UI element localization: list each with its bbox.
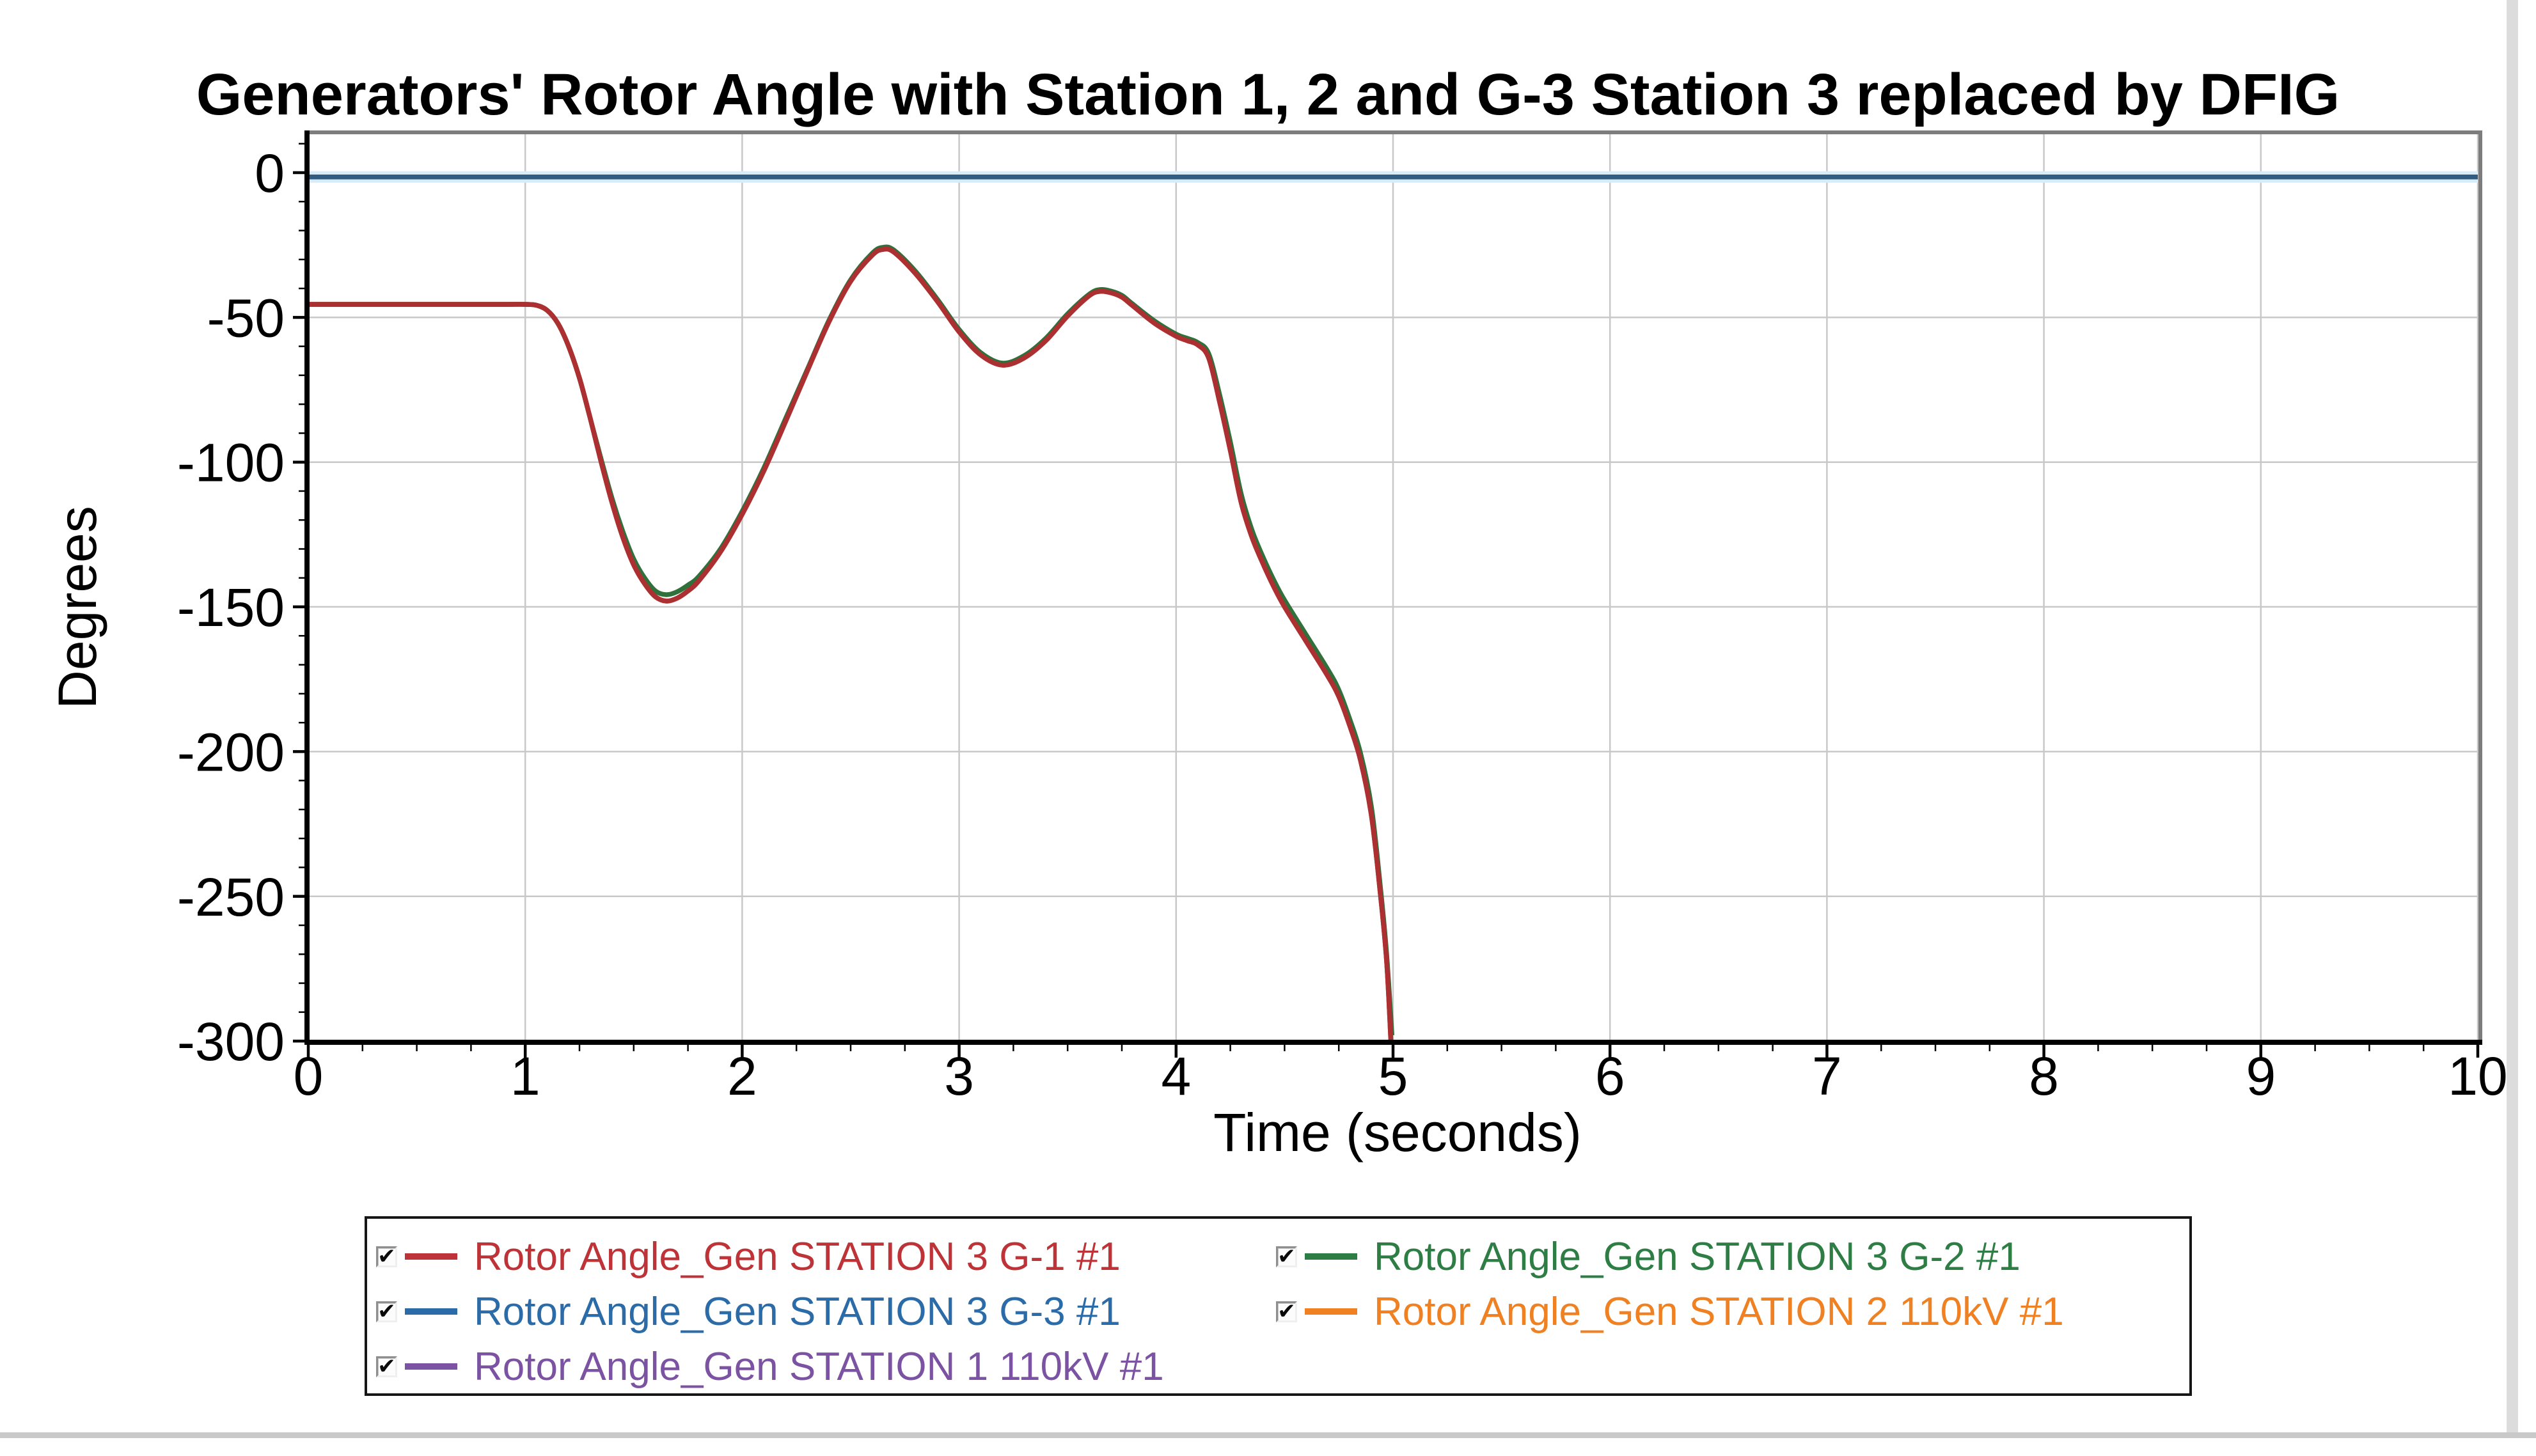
legend-line-sample (405, 1363, 457, 1370)
x-axis-title: Time (seconds) (1213, 1102, 1582, 1162)
window-bottom-edge (0, 1432, 2536, 1438)
window-right-edge (2507, 0, 2518, 1437)
legend-label: Rotor Angle_Gen STATION 2 110kV #1 (1374, 1289, 2064, 1334)
series-curves (308, 171, 2478, 1042)
series-line (308, 244, 1395, 1036)
y-tick-label: -300 (177, 1012, 285, 1072)
legend-box: ✔ Rotor Angle_Gen STATION 3 G-1 #1 ✔ Rotor … (365, 1216, 2192, 1396)
x-tick-label: 2 (727, 1046, 757, 1106)
x-tick-label: 3 (944, 1046, 974, 1106)
y-tick-label: -250 (177, 867, 285, 927)
legend-checkbox[interactable]: ✔ (376, 1356, 397, 1377)
y-tick-label: -150 (177, 577, 285, 638)
x-tick-label: 0 (294, 1046, 324, 1106)
legend-checkbox[interactable]: ✔ (1276, 1301, 1297, 1322)
x-tick-label: 6 (1595, 1046, 1625, 1106)
y-tick-label: -50 (207, 288, 285, 348)
legend-line-sample (405, 1253, 457, 1260)
x-tick-label: 1 (510, 1046, 540, 1106)
legend-item: ✔ Rotor Angle_Gen STATION 2 110kV #1 (1276, 1284, 2189, 1339)
series-line (308, 246, 1394, 1042)
legend-checkbox[interactable]: ✔ (376, 1301, 397, 1322)
y-tick-label: 0 (255, 143, 285, 203)
y-axis-title: Degrees (47, 506, 107, 709)
legend-item: ✔ Rotor Angle_Gen STATION 3 G-1 #1 (376, 1229, 1276, 1284)
x-tick-label: 5 (1378, 1046, 1408, 1106)
series-line (308, 246, 1394, 1042)
legend-label: Rotor Angle_Gen STATION 1 110kV #1 (474, 1344, 1164, 1389)
legend-checkbox[interactable]: ✔ (1276, 1246, 1297, 1267)
legend-line-sample (405, 1308, 457, 1315)
y-tick-label: -200 (177, 722, 285, 782)
legend-label: Rotor Angle_Gen STATION 3 G-2 #1 (1374, 1234, 2020, 1279)
legend-line-sample (1305, 1253, 1357, 1260)
y-tick-label: -100 (177, 433, 285, 493)
gridlines (309, 134, 2480, 1042)
legend-checkbox[interactable]: ✔ (376, 1246, 397, 1267)
legend-label: Rotor Angle_Gen STATION 3 G-1 #1 (474, 1234, 1121, 1279)
x-tick-label: 9 (2246, 1046, 2276, 1106)
legend-item: ✔ Rotor Angle_Gen STATION 3 G-3 #1 (376, 1284, 1276, 1339)
x-tick-label: 4 (1161, 1046, 1191, 1106)
legend-label: Rotor Angle_Gen STATION 3 G-3 #1 (474, 1289, 1121, 1334)
legend-line-sample (1305, 1308, 1357, 1315)
chart-title: Generators' Rotor Angle with Station 1, … (196, 62, 2340, 127)
x-tick-label: 8 (2029, 1046, 2059, 1106)
axis-ticks (293, 143, 2480, 1058)
legend-item: ✔ Rotor Angle_Gen STATION 3 G-2 #1 (1276, 1229, 2189, 1284)
legend-item: ✔ Rotor Angle_Gen STATION 1 110kV #1 (376, 1339, 1276, 1394)
x-tick-label: 10 (2448, 1046, 2507, 1106)
x-tick-label: 7 (1812, 1046, 1842, 1106)
series-line (308, 246, 1394, 1042)
